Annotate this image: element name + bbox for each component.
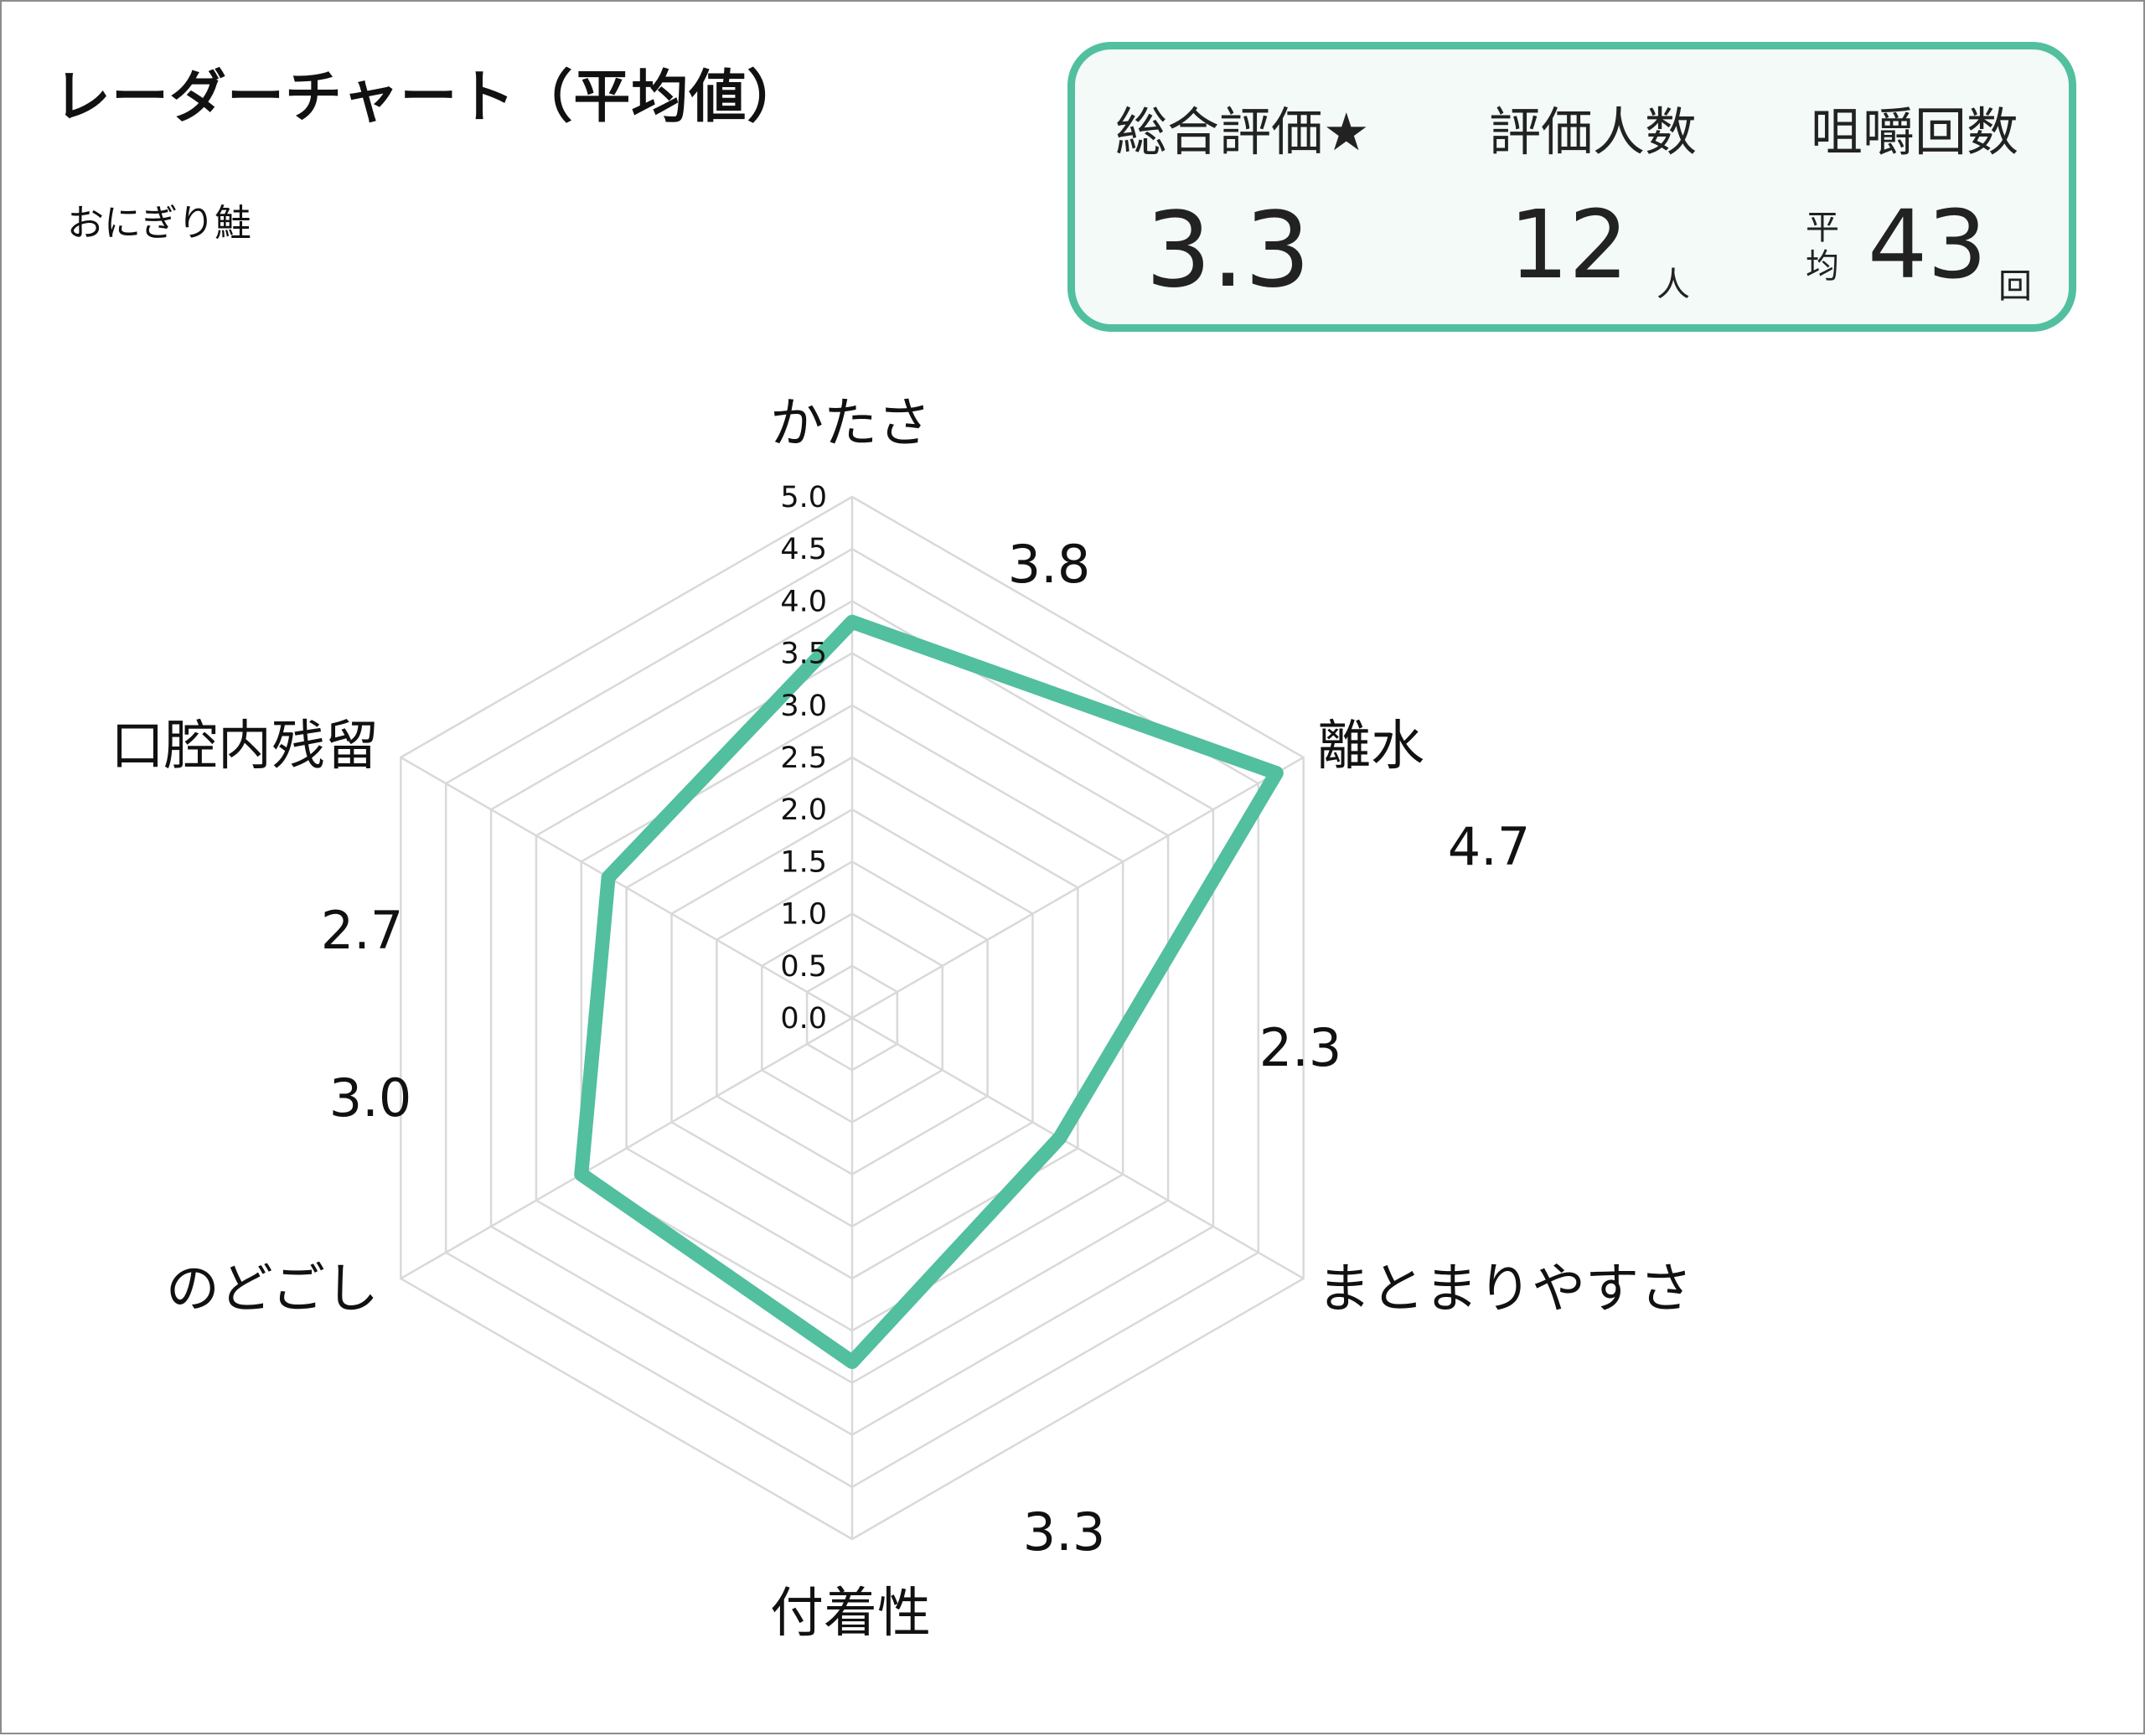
data-point [1272,768,1281,778]
data-label: 3.8 [1008,534,1091,595]
data-label: 2.7 [321,900,404,961]
grid-spoke [400,756,853,1020]
data-point [848,1357,856,1367]
grid-spoke [851,756,1305,1020]
chart-title: レーダーチャート（平均値） [54,65,805,131]
axis-label: まとまりやすさ [1317,1258,1693,1320]
tick-label: 0.0 [780,1002,827,1036]
chew-average-prefix-1: 平 [1806,209,1839,247]
data-point [604,873,613,882]
overall-rating-label: 総合評価★ [1115,101,1370,163]
data-label: 4.7 [1448,816,1531,877]
axis-label: かたさ [770,393,931,455]
tick-label: 3.5 [780,638,827,671]
raters-count-value: 12 [1509,191,1629,300]
axis-label: 離水 [1317,716,1424,778]
chew-average-prefix: 平 均 [1804,209,1841,286]
overall-rating-value: 3.3 [1145,190,1311,311]
summary-panel: 総合評価★ 評価人数 咀嚼回数 3.3 12 人 平 均 43 回 [1067,42,2076,332]
data-label: 2.3 [1259,1017,1342,1078]
chew-count-unit: 回 [1998,267,2032,306]
data-point [1055,1134,1064,1143]
tick-label: 0.5 [780,950,827,984]
tick-label: 4.5 [780,533,827,566]
chart-subtitle: おにぎり鮭 [67,202,251,245]
data-point [576,1170,586,1179]
tick-label: 5.0 [780,481,827,514]
data-point [848,617,856,627]
tick-label: 2.0 [780,793,827,827]
chew-average-prefix-2: 均 [1806,247,1839,286]
tick-label: 1.5 [780,845,827,879]
raters-count-label: 評価人数 [1489,101,1698,163]
tick-label: 2.5 [780,741,827,775]
data-label: 3.3 [1023,1501,1106,1563]
axis-label: 口腔内残留 [111,716,379,778]
chew-count-value: 43 [1868,191,1987,300]
tick-label: 4.0 [780,585,827,618]
axis-label: のどごし [166,1258,379,1320]
data-label: 3.0 [329,1067,412,1129]
tick-label: 1.0 [780,898,827,932]
chew-count-label: 咀嚼回数 [1811,101,2019,163]
tick-label: 3.0 [780,690,827,723]
axis-label: 付着性 [770,1583,931,1645]
grid-spoke [851,1016,1305,1280]
grid-spoke [400,1016,853,1280]
raters-count-unit: 人 [1657,266,1690,304]
